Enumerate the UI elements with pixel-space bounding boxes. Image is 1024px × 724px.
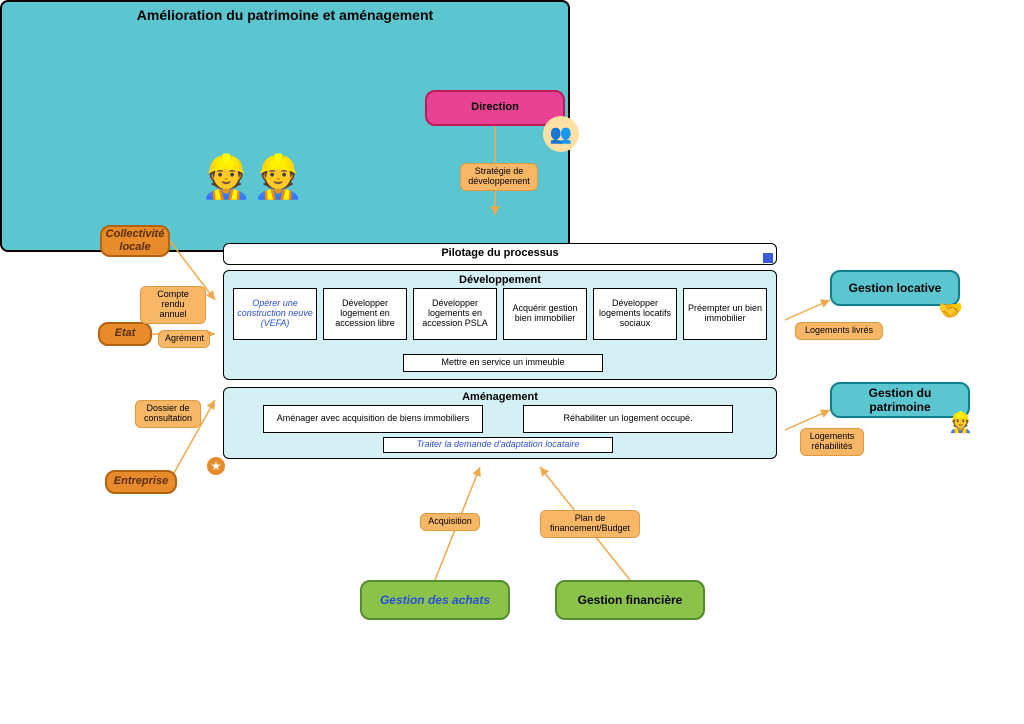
collectivite: Collectivité locale: [100, 225, 170, 257]
dev-item-0: Opérer une construction neuve (VEFA): [233, 288, 317, 340]
amen-traiter: Traiter la demande d'adaptation locatair…: [383, 437, 613, 453]
star-icon: ★: [207, 457, 225, 475]
direction-box: Direction: [425, 90, 565, 126]
pilotage-panel: Pilotage du processus: [223, 243, 777, 265]
dev-item-3: Acquérir gestion bien immobilier: [503, 288, 587, 340]
main-container: Amélioration du patrimoine et aménagemen…: [0, 0, 570, 252]
dev-item-1: Développer logement en accession libre: [323, 288, 407, 340]
dev-service: Mettre en service un immeuble: [403, 354, 603, 372]
dev-title: Développement: [224, 271, 776, 289]
edge-label-strategie: Stratégie de développement: [460, 163, 538, 191]
dev-item-2: Développer logements en accession PSLA: [413, 288, 497, 340]
worker-icon: 👷: [948, 410, 973, 435]
right-label-1: Logements réhabilités: [800, 428, 864, 456]
left-label-0: Compte rendu annuel: [140, 286, 206, 324]
flag-icon: [763, 253, 773, 263]
left-label-1: Agrément: [158, 330, 210, 348]
main-title: Amélioration du patrimoine et aménagemen…: [2, 2, 568, 28]
left-label-2: Dossier de consultation: [135, 400, 201, 428]
bottom-label-0: Acquisition: [420, 513, 480, 531]
etat: Etat: [98, 322, 152, 346]
bottom-label-1: Plan de financement/Budget: [540, 510, 640, 538]
gestion-financiere: Gestion financière: [555, 580, 705, 620]
amen-title: Aménagement: [224, 388, 776, 406]
dev-item-4: Développer logements locatifs sociaux: [593, 288, 677, 340]
amen-item-1: Réhabiliter un logement occupé.: [523, 405, 733, 433]
pilotage-title: Pilotage du processus: [224, 244, 776, 262]
direction-icon: 👥: [543, 116, 579, 152]
gestion-achats: Gestion des achats: [360, 580, 510, 620]
dev-item-5: Préempter un bien immobilier: [683, 288, 767, 340]
right-label-0: Logements livrés: [795, 322, 883, 340]
amen-item-0: Aménager avec acquisition de biens immob…: [263, 405, 483, 433]
handshake-icon: 🤝: [938, 298, 963, 323]
workers-icon: 👷👷: [200, 153, 305, 202]
entreprise: Entreprise: [105, 470, 177, 494]
